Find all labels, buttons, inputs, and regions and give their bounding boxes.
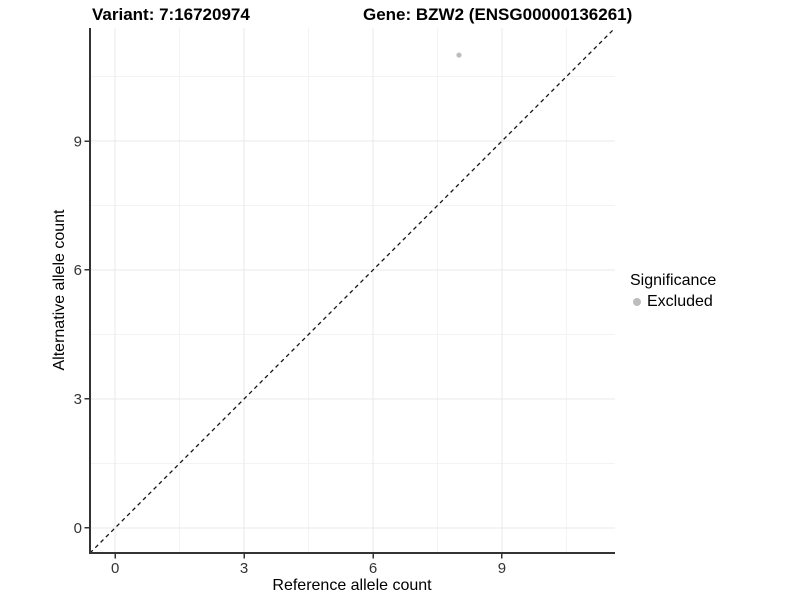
x-axis-title: Reference allele count — [272, 577, 432, 594]
y-tick-label: 3 — [74, 391, 82, 408]
legend-title: Significance — [630, 272, 717, 289]
gene-title: Gene: BZW2 (ENSG00000136261) — [363, 5, 633, 24]
x-tick-label: 3 — [240, 560, 248, 577]
data-point — [456, 52, 462, 58]
y-tick-label: 9 — [74, 133, 82, 150]
legend-item-label: Excluded — [647, 293, 713, 310]
y-tick-label: 6 — [74, 262, 82, 279]
x-tick-label: 9 — [498, 560, 506, 577]
y-axis-title: Alternative allele count — [51, 209, 68, 371]
legend-item-excluded: Excluded — [630, 293, 716, 311]
legend-key-dot — [633, 298, 641, 306]
variant-title: Variant: 7:16720974 — [92, 5, 250, 24]
legend: Significance Excluded — [630, 272, 716, 311]
y-tick-label: 0 — [74, 520, 82, 537]
identity-line — [89, 27, 616, 554]
x-tick-label: 0 — [111, 560, 119, 577]
x-tick-label: 6 — [369, 560, 377, 577]
